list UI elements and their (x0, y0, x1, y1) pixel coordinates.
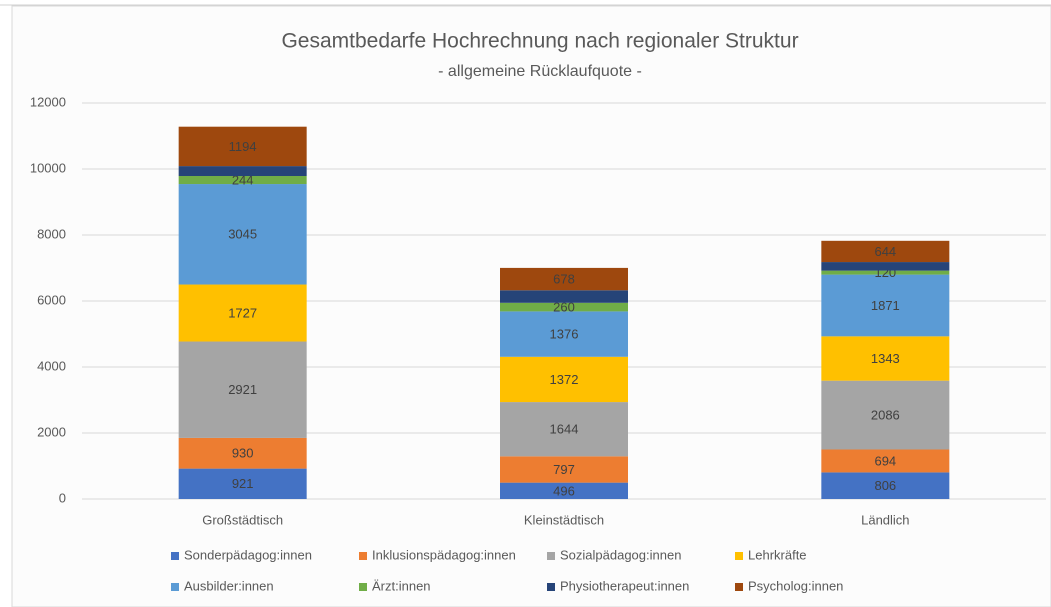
data-label: 1372 (550, 372, 579, 387)
data-label: 3045 (228, 227, 257, 242)
y-tick-label: 8000 (37, 226, 66, 241)
y-tick-label: 0 (59, 490, 66, 505)
data-label: 921 (232, 476, 254, 491)
bar-segment (821, 336, 950, 381)
bar-segment (178, 284, 307, 342)
y-tick-label: 4000 (37, 358, 66, 373)
bar-segment (821, 270, 950, 275)
data-label: 2086 (871, 408, 900, 423)
bar-segment (178, 184, 307, 285)
bar-segment (821, 449, 950, 473)
bar-segment (178, 341, 307, 438)
data-label: 678 (553, 272, 575, 287)
legend-label: Psycholog:innen (748, 578, 843, 593)
bar-segment (500, 267, 628, 291)
bar-segment (500, 456, 628, 483)
bar-segment (821, 262, 950, 271)
data-label: 244 (232, 172, 254, 187)
data-label: 1194 (229, 139, 257, 154)
legend-label: Sonderpädagog:innen (184, 547, 312, 562)
legend-swatch (171, 583, 179, 591)
bar-segment (500, 290, 628, 303)
chart-title: Gesamtbedarfe Hochrechnung nach regional… (281, 30, 798, 53)
bar-segment (178, 468, 307, 499)
bar-segment (178, 175, 307, 185)
bar-segment (178, 166, 307, 176)
y-tick-label: 12000 (30, 94, 66, 109)
data-label: 694 (874, 453, 896, 468)
legend-label: Lehrkräfte (748, 547, 807, 562)
data-label: 1343 (871, 351, 900, 366)
data-label: 260 (553, 300, 575, 315)
data-label: 1376 (550, 327, 579, 342)
y-tick-label: 2000 (37, 424, 66, 439)
data-label: 806 (874, 478, 896, 493)
legend-swatch (171, 552, 179, 560)
bar-segment (500, 302, 628, 312)
bar-segment (500, 311, 628, 357)
data-label: 1871 (871, 298, 900, 313)
bar-segment (500, 356, 628, 403)
bar-segment (178, 437, 307, 469)
legend-label: Ärzt:innen (372, 578, 431, 593)
data-label: 644 (874, 244, 896, 259)
bar-segment (178, 126, 307, 167)
data-label: 1727 (228, 305, 257, 320)
data-label: 496 (553, 483, 575, 498)
bar-segment (500, 402, 628, 457)
legend-swatch (547, 583, 555, 591)
legend-label: Ausbilder:innen (184, 578, 274, 593)
data-label: 797 (553, 462, 575, 477)
bar-segment (821, 240, 950, 263)
y-tick-label: 10000 (30, 160, 66, 175)
legend-label: Sozialpädagog:innen (560, 547, 681, 562)
bar-segment (821, 472, 950, 499)
data-label: 1644 (550, 422, 579, 437)
legend-swatch (359, 552, 367, 560)
chart-subtitle: - allgemeine Rücklaufquote - (438, 63, 642, 80)
legend-swatch (547, 552, 555, 560)
x-tick-label: Ländlich (861, 512, 909, 527)
legend-swatch (359, 583, 367, 591)
legend-label: Physiotherapeut:innen (560, 578, 689, 593)
bar-segment (821, 380, 950, 450)
x-tick-label: Großstädtisch (202, 512, 283, 527)
x-tick-label: Kleinstädtisch (524, 512, 604, 527)
legend-swatch (735, 583, 743, 591)
data-label: 930 (232, 446, 254, 461)
bar-segment (500, 482, 628, 499)
y-tick-label: 6000 (37, 292, 66, 307)
bar-segment (821, 274, 950, 337)
legend-label: Inklusionspädagog:innen (372, 547, 516, 562)
data-label: 2921 (228, 382, 257, 397)
legend-swatch (735, 552, 743, 560)
